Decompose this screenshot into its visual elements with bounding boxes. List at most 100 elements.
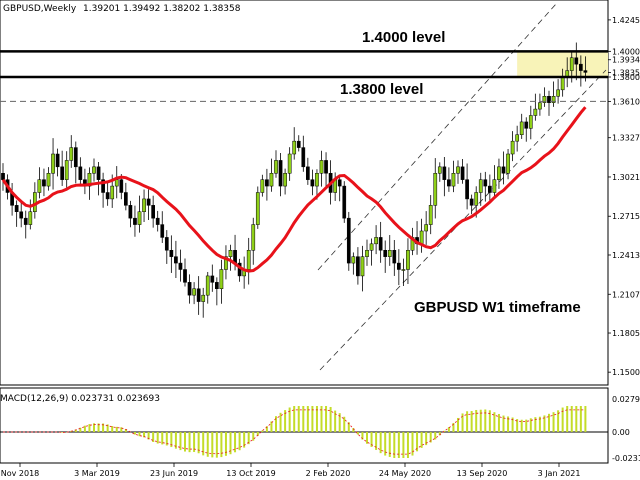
candle-bear [447,179,451,187]
candle-bull [28,211,33,225]
candle-bear [383,250,388,257]
macd-pane-frame [0,387,609,464]
candle-bull [533,108,538,116]
candle-bear [460,166,465,180]
price-tick-label: 1.38358 [612,68,640,77]
candle-bull [419,230,424,245]
candle-bear [169,250,174,257]
candle-bull [542,96,547,103]
candle-bull [510,140,515,155]
candle-bull [538,102,542,110]
candle-bear [133,217,137,225]
candle-bull [497,166,501,180]
candle-bull [474,192,479,206]
candle-bull [551,96,556,103]
date-label: 2 Feb 2020 [306,469,351,478]
candle-bear [574,57,579,65]
candle-bear [101,179,105,193]
candle-bear [78,166,83,180]
candle-bull [37,179,42,193]
candle-bear [42,179,46,187]
candle-bear [215,282,219,290]
price-tick-label: 1.40000 [612,47,640,56]
candle-bear [442,166,447,180]
candle-bull [528,115,533,129]
candle-bear [60,166,64,180]
candle-bear [55,153,60,168]
candle-bull [219,269,224,289]
price-tick-label: 1.38000 [612,73,640,82]
macd-tick-label: -0.023150 [612,454,640,463]
date-label: 3 Jan 2021 [538,469,581,478]
candle-bear [488,185,492,193]
candle-bull [228,250,233,257]
candle-bull [560,76,565,91]
candle-bear [483,179,488,187]
candle-bear [469,198,474,206]
candle-bear [278,160,283,187]
price-tick-label: 1.30210 [612,173,640,182]
candle-bear [155,217,160,225]
date-label: 13 Sep 2020 [457,469,508,478]
header-ohlc: 1.39201 1.39492 1.38202 1.38358 [83,4,241,14]
candle-bull [437,166,442,174]
candle-bull [64,160,69,180]
candle-bear [324,160,328,174]
candle-bull [46,173,51,187]
price-tick-label: 1.24130 [612,251,640,260]
candle-bear [301,147,306,168]
candle-bear [105,192,110,200]
candle-bear [524,121,529,129]
candle-bull [556,89,560,97]
candle-bull [315,173,319,187]
main-pane-frame [0,0,609,386]
candle-bull [351,256,356,264]
channel-lower-line [319,69,607,371]
price-tick-label: 1.18050 [612,329,640,338]
annotation-1-3800-level: 1.3800 level [340,81,423,98]
candle-bear [196,288,201,302]
candle-bear [579,63,583,71]
macd-tick-label: 0.00 [612,428,630,437]
candle-bull [69,147,74,161]
candle-bear [465,179,469,200]
candle-bull [369,243,374,251]
candle-bull [283,173,287,187]
date-label: 3 Mar 2019 [74,469,120,478]
candle-bull [137,211,142,225]
candle-bear [337,179,342,187]
candle-bear [1,173,5,180]
candle-bull [260,179,265,193]
candle-bear [146,198,151,206]
candle-bull [456,166,460,174]
candle-bear [151,205,156,219]
header-symbol: GBPUSD,Weekly [3,4,77,14]
candle-bear [378,237,383,251]
candle-bear [306,166,310,180]
candle-bear [501,166,506,174]
date-label: 13 Oct 2019 [226,469,275,478]
candle-bull [519,121,524,135]
price-tick-label: 1.15000 [612,368,640,377]
candle-bull [387,250,392,257]
candle-bear [19,211,24,219]
candle-bull [87,173,92,187]
candle-bull [269,173,274,187]
candle-bear [96,166,101,180]
candle-bull [142,198,146,213]
candle-bull [506,153,510,174]
candle-bear [23,217,28,225]
candle-bear [583,70,588,73]
candle-bull [428,205,433,225]
price-tick-label: 1.21070 [612,290,640,299]
candle-bull [224,256,228,270]
candle-bear [392,250,397,264]
candle-bull [255,192,260,225]
candle-bull [114,179,119,187]
candle-bear [346,217,351,264]
candle-bull [319,160,324,174]
candle-bull [451,173,456,187]
candle-bull [515,134,519,142]
annotation-1-4000-level: 1.4000 level [362,29,445,46]
